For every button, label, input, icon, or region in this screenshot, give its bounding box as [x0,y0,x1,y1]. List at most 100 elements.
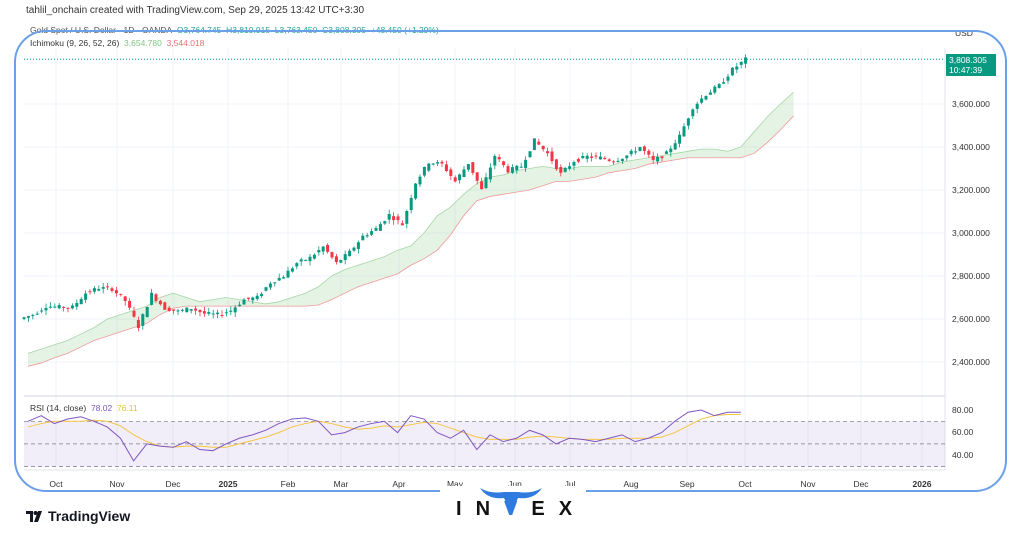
candle-body [440,161,444,164]
candle-body [132,310,136,317]
ichimoku-cloud-segment [503,170,517,195]
candle-body [154,294,158,301]
invex-letter: E [531,498,559,520]
rsi-signal-line [27,414,741,448]
time-tick: Nov [800,479,816,489]
decorative-frame [14,30,1007,492]
currency-label[interactable]: USD [955,28,973,38]
candle-body [70,305,74,309]
candle-body [409,197,413,211]
rsi-legend[interactable]: RSI (14, close) 78.02 76.11 [30,403,138,413]
candle-body [370,231,374,235]
candle-body [330,252,334,258]
candle-body [506,166,510,173]
rsi-line [27,409,741,462]
ichimoku-cloud-segment [107,314,121,337]
candle-body [436,162,440,164]
candle-body [246,297,250,299]
candle-body [735,66,739,70]
ichimoku-value-a: 3,654.780 [124,38,162,48]
candle-body [211,313,215,315]
candle-body [128,300,132,308]
candle-body [462,169,466,178]
candle-body [660,156,664,159]
candle-body [242,299,246,305]
candle-body [594,155,598,157]
time-tick: Jul [564,479,576,489]
candle-body [185,307,189,313]
candle-body [405,210,409,224]
candle-body [158,300,162,305]
invex-letter: N [475,498,505,520]
ichimoku-cloud-segment [41,344,55,364]
candle-body [268,283,272,288]
tradingview-icon [26,510,42,522]
candle-body [515,165,519,171]
invex-letter: X [558,498,587,520]
time-tick: Oct [738,479,752,489]
ichimoku-cloud-segment [635,157,649,169]
candle-body [603,157,607,160]
candle-body [664,151,668,154]
candle-body [475,172,479,181]
rsi-tick: 40.00 [952,450,974,460]
ichimoku-cloud-segment [516,168,530,193]
candle-body [471,162,475,173]
ichimoku-cloud-segment [780,92,794,130]
candle-body [273,282,277,284]
candle-body [145,307,149,318]
candle-body [233,307,237,313]
time-tick: Apr [392,479,406,489]
ichimoku-cloud-segment [740,131,754,158]
ichimoku-cloud-segment [54,340,68,358]
candle-body [568,166,572,169]
candle-body [194,308,198,311]
candle-body [383,221,387,224]
candle-body [114,290,118,294]
candle-body [559,167,563,173]
candle-body [53,306,57,308]
ichimoku-legend[interactable]: Ichimoku (9, 26, 52, 26) 3,654.780 3,544… [30,38,204,48]
ichimoku-cloud-segment [94,319,108,341]
ichimoku-cloud-segment [727,147,741,158]
last-price: 3,808.305 [949,55,987,65]
candle-body [387,213,391,220]
candle-body [744,57,748,64]
rsi-signal-value: 76.11 [116,403,138,413]
candle-body [198,309,202,313]
candle-body [449,169,453,176]
candle-body [31,315,35,317]
time-tick: Oct [49,479,63,489]
candle-body [502,161,506,166]
candle-body [356,242,360,249]
candle-body [189,309,193,311]
time-tick: Dec [853,479,869,489]
candle-body [224,312,228,314]
ichimoku-value-b: 3,544.018 [166,38,205,48]
ichimoku-cloud-segment [437,207,451,251]
ichimoku-cloud-segment [186,297,200,307]
candle-body [598,156,602,160]
candle-body [334,256,338,263]
time-tick: Mar [333,479,349,489]
invex-horns-icon [480,488,542,513]
candle-body [176,310,180,312]
price-tick: 2,400.000 [952,357,990,367]
candle-body [304,259,308,261]
invex-letter: I [456,498,476,520]
candle-body [651,155,655,160]
candle-body [453,177,457,182]
candle-body [682,126,686,137]
ichimoku-cloud-segment [674,151,688,160]
candle-body [62,306,66,308]
candle-body [317,250,321,253]
candle-body [691,109,695,117]
price-tick: 3,200.000 [952,185,990,195]
candle-body [563,167,567,172]
ichimoku-cloud-segment [714,149,728,158]
candle-body [299,259,303,262]
candle-body [629,150,633,155]
creator-line: tahlil_onchain created with TradingView.… [26,5,365,16]
candle-body [282,277,286,279]
